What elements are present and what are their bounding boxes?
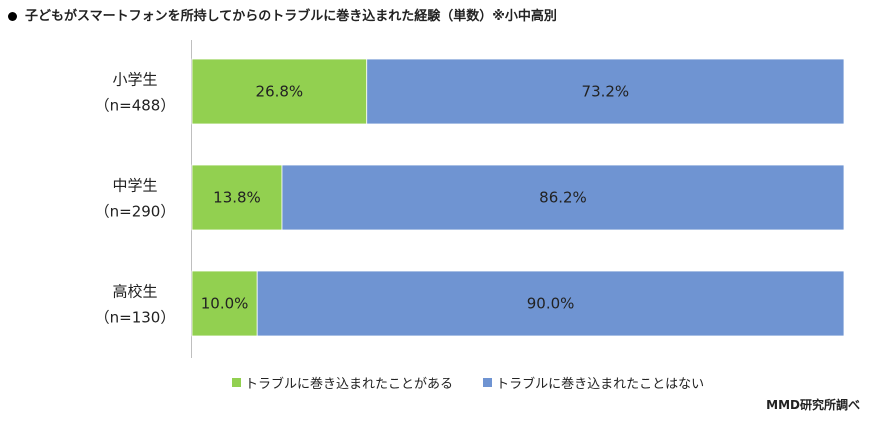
bar-segment [191,164,283,231]
bar-segment [191,270,258,337]
source-credit: MMD研究所調べ [766,398,860,412]
legend-label: トラブルに巻き込まれたことはない [496,377,705,392]
legend-item-has-trouble: トラブルに巻き込まれたことがある [232,373,453,392]
data-label: 73.2% [582,83,630,101]
bar-segment [366,58,845,125]
data-label: 13.8% [213,189,261,207]
bullet-icon [8,11,17,21]
data-label: 90.0% [527,295,575,313]
data-label: 26.8% [256,83,304,101]
legend-swatch-green [232,378,241,387]
legend-label: トラブルに巻き込まれたことがある [245,377,454,392]
category-label: 中学生 [112,177,157,195]
chart-title: 子どもがスマートフォンを所持してからのトラブルに巻き込まれた経験（単数）※小中高… [4,5,557,24]
chart-title-text: 子どもがスマートフォンを所持してからのトラブルに巻き込まれた経験（単数）※小中高… [25,9,557,24]
bar-segment [256,270,845,337]
legend: トラブルに巻き込まれたことがある トラブルに巻き込まれたことはない [232,373,730,392]
legend-item-no-trouble: トラブルに巻き込まれたことはない [483,373,704,392]
data-label: 86.2% [539,189,587,207]
category-label: 高校生 [112,283,157,301]
bar-segment [281,164,845,231]
bar-segment [191,58,368,125]
category-sample-size: （n=130） [95,309,176,327]
category-sample-size: （n=488） [95,97,176,115]
legend-swatch-blue [483,378,493,387]
category-label: 小学生 [112,71,157,89]
category-sample-size: （n=290） [95,203,176,221]
data-label: 10.0% [201,295,249,313]
